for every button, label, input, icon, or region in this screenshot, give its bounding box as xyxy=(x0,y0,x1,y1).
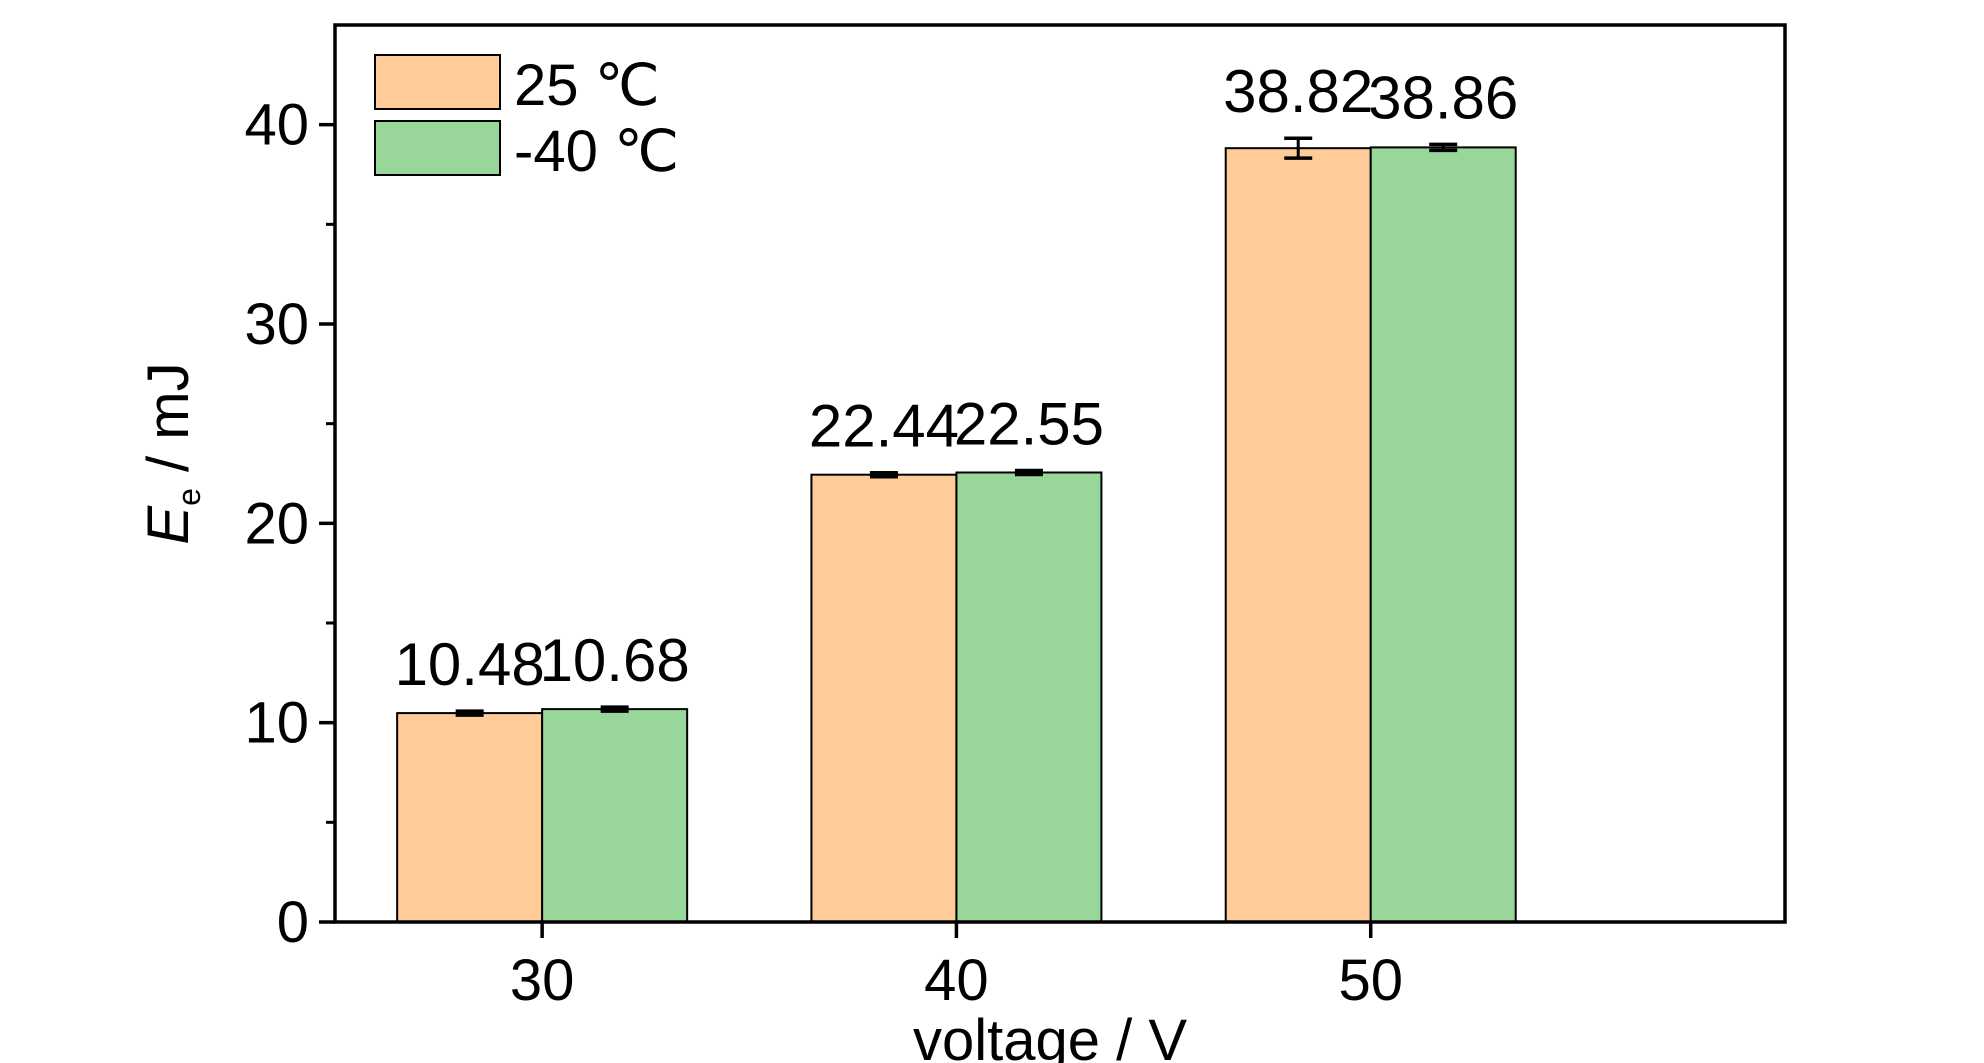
y-tick-label: 10 xyxy=(244,691,309,756)
error-bars-layer xyxy=(455,136,1458,717)
y-axis-title-subscript: e xyxy=(171,488,207,506)
bar-series1-40 xyxy=(810,473,958,923)
data-label: 10.68 xyxy=(540,627,690,694)
bars-layer xyxy=(396,146,1517,924)
x-axis-title: voltage / V xyxy=(913,1008,1187,1063)
x-axis: 30 40 50 xyxy=(510,922,1403,1013)
x-tick-label: 30 xyxy=(510,948,575,1013)
y-tick-label: 0 xyxy=(277,890,309,955)
error-bar xyxy=(600,705,629,713)
y-tick-label: 30 xyxy=(244,292,309,357)
y-axis-title-unit: / mJ xyxy=(136,362,201,488)
bar-series2-40 xyxy=(955,471,1103,923)
data-labels-layer: 10.48 22.44 38.82 10.68 22.55 38.86 xyxy=(395,58,1519,698)
legend-label-series1: 25 ℃ xyxy=(514,53,660,118)
y-tick-label: 20 xyxy=(244,491,309,556)
legend-swatch-series1 xyxy=(374,54,501,110)
y-axis: 0 10 20 30 40 xyxy=(244,93,335,955)
legend: 25 ℃-40 ℃ xyxy=(374,53,679,184)
legend-label-series2: -40 ℃ xyxy=(514,119,679,184)
error-bar xyxy=(869,470,898,479)
error-bar xyxy=(1429,142,1458,153)
legend-swatch-series2 xyxy=(374,120,501,176)
data-label: 22.55 xyxy=(954,391,1104,458)
data-label: 38.82 xyxy=(1223,58,1373,125)
bar-series1-50 xyxy=(1224,147,1372,924)
data-label: 22.44 xyxy=(809,393,959,460)
data-label: 10.48 xyxy=(395,631,545,698)
svg-text:Ee / mJ: Ee / mJ xyxy=(136,362,207,544)
error-bar xyxy=(455,709,484,717)
error-bar xyxy=(1014,468,1043,477)
y-axis-title: Ee / mJ xyxy=(136,362,207,544)
error-bar xyxy=(1284,136,1313,160)
bar-series2-30 xyxy=(541,708,689,923)
data-label: 38.86 xyxy=(1368,64,1518,131)
x-tick-label: 50 xyxy=(1338,948,1403,1013)
x-tick-label: 40 xyxy=(924,948,989,1013)
y-axis-title-symbol: E xyxy=(136,505,201,545)
bar-series1-30 xyxy=(396,712,544,924)
y-tick-label: 40 xyxy=(244,93,309,158)
plot-frame xyxy=(333,23,1787,924)
bar-series2-50 xyxy=(1369,146,1517,923)
